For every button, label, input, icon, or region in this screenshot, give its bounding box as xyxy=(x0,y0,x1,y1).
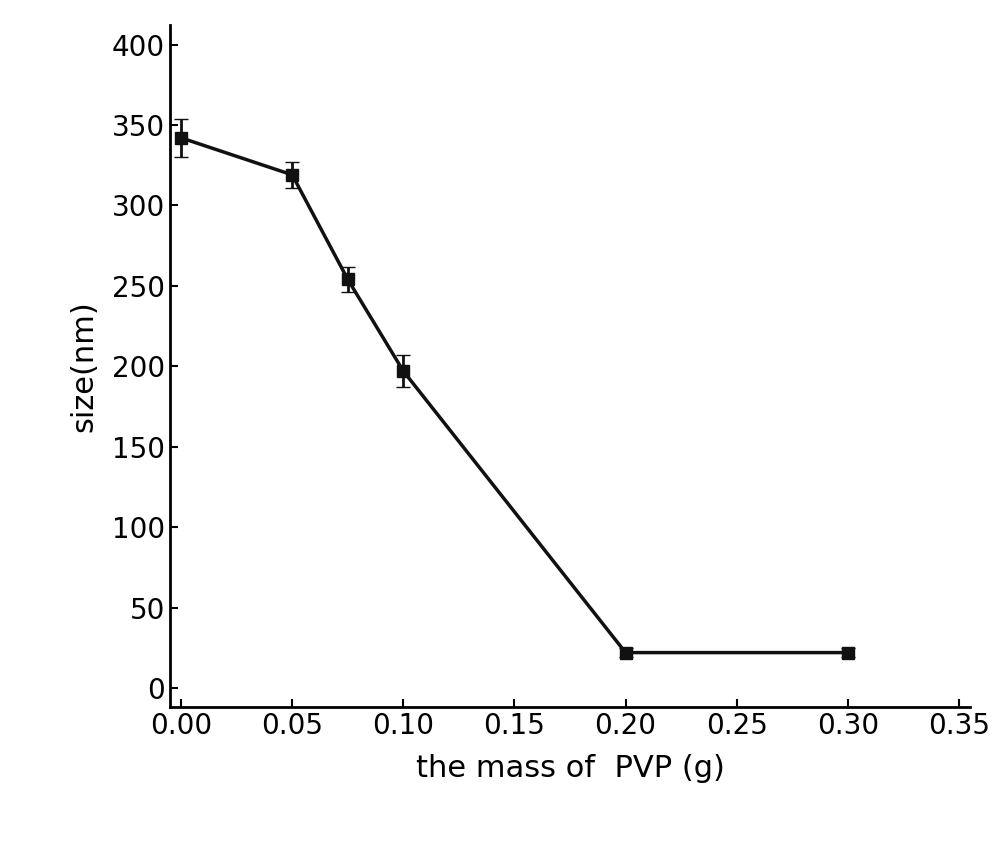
X-axis label: the mass of  PVP (g): the mass of PVP (g) xyxy=(416,754,724,783)
Y-axis label: size(nm): size(nm) xyxy=(69,301,98,432)
